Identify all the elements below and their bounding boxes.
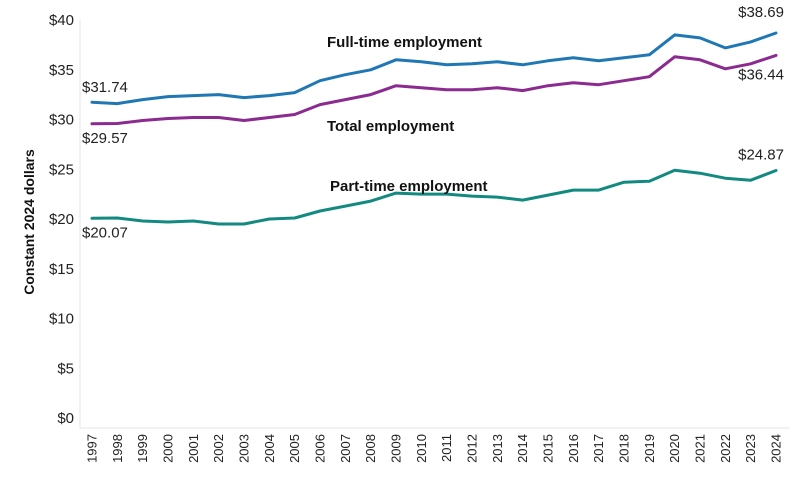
x-tick-label: 2020 <box>667 434 682 463</box>
series-labels: Full-time employment Total employment Pa… <box>327 34 488 195</box>
x-tick-label: 2023 <box>743 434 758 463</box>
data-label: $20.07 <box>82 224 128 241</box>
y-axis-title: Constant 2024 dollars <box>21 149 37 295</box>
y-tick-label: $35 <box>49 62 74 79</box>
y-tick-label: $30 <box>49 112 74 129</box>
series-label-full-time: Full-time employment <box>327 34 482 51</box>
y-tick-label: $20 <box>49 211 74 228</box>
x-tick-label: 2000 <box>161 434 176 463</box>
series-line-0 <box>90 31 778 106</box>
y-tick-label: $15 <box>49 261 74 278</box>
series-lines <box>90 31 778 226</box>
x-tick-label: 2002 <box>211 434 226 463</box>
x-tick-label: 2014 <box>515 434 530 463</box>
data-label: $31.74 <box>82 79 128 96</box>
x-tick-label: 2018 <box>617 434 632 463</box>
x-tick-label: 2012 <box>465 434 480 463</box>
x-tick-label: 2022 <box>718 434 733 463</box>
y-tick-labels: $0 $5 $10 $15 $20 $25 $30 $35 $40 <box>49 12 74 427</box>
y-tick-label: $25 <box>49 161 74 178</box>
x-tick-label: 2001 <box>186 434 201 463</box>
x-tick-label: 2019 <box>642 434 657 463</box>
x-tick-label: 2005 <box>287 434 302 463</box>
y-tick-label: $0 <box>57 410 74 427</box>
x-tick-label: 2010 <box>414 434 429 463</box>
x-tick-labels: 1997 1998 1999 2000 2001 2002 2003 2004 2005 2006… <box>85 434 784 463</box>
x-tick-label: 2013 <box>490 434 505 463</box>
x-tick-label: 2006 <box>313 434 328 463</box>
data-label: $29.57 <box>82 130 128 147</box>
x-tick-label: 2016 <box>566 434 581 463</box>
series-label-part-time: Part-time employment <box>330 178 488 195</box>
x-tick-label: 2021 <box>693 434 708 463</box>
x-tick-label: 2009 <box>389 434 404 463</box>
series-line-2 <box>90 168 778 226</box>
data-label: $36.44 <box>738 66 784 83</box>
x-tick-label: 1999 <box>135 434 150 463</box>
data-label: $24.87 <box>738 147 784 164</box>
x-tick-label: 2007 <box>338 434 353 463</box>
y-tick-label: $40 <box>49 12 74 29</box>
x-tick-label: 2008 <box>363 434 378 463</box>
x-tick-label: 2011 <box>439 434 454 462</box>
y-tick-label: $5 <box>57 360 74 377</box>
x-tick-label: 2004 <box>262 434 277 463</box>
axes <box>79 20 790 429</box>
x-tick-label: 1998 <box>110 434 125 463</box>
x-tick-label: 2017 <box>591 434 606 463</box>
y-tick-label: $10 <box>49 311 74 328</box>
series-label-total: Total employment <box>327 118 454 135</box>
x-tick-label: 2024 <box>769 434 784 463</box>
data-labels: $31.74 $38.69 $29.57 $36.44 $20.07 $24.87 <box>82 4 784 241</box>
x-tick-label: 1997 <box>85 434 100 463</box>
x-tick-label: 2015 <box>541 434 556 463</box>
series-line-1 <box>90 53 778 126</box>
data-label: $38.69 <box>738 4 784 21</box>
x-tick-label: 2003 <box>237 434 252 463</box>
